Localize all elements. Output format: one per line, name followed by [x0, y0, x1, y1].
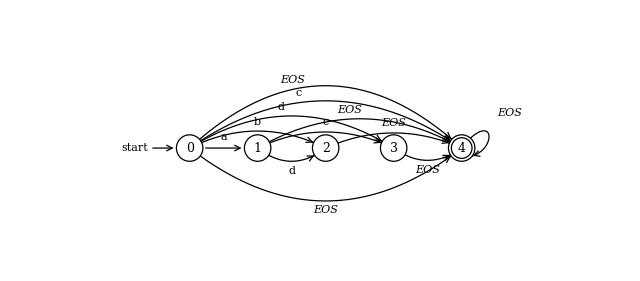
Text: start: start [122, 143, 148, 153]
Text: d: d [288, 166, 295, 176]
Circle shape [449, 135, 475, 161]
Text: 4: 4 [458, 142, 466, 155]
Text: EOS: EOS [415, 165, 440, 175]
Text: c: c [323, 117, 329, 128]
Circle shape [312, 135, 339, 161]
Text: a: a [220, 132, 227, 142]
Text: d: d [278, 102, 285, 112]
Text: 2: 2 [322, 142, 330, 155]
Text: 1: 1 [253, 142, 262, 155]
Circle shape [380, 135, 407, 161]
Text: EOS: EOS [280, 75, 305, 85]
Circle shape [451, 138, 472, 158]
Circle shape [177, 135, 203, 161]
Circle shape [244, 135, 271, 161]
Text: 3: 3 [390, 142, 397, 155]
Text: EOS: EOS [497, 108, 522, 118]
Text: 0: 0 [186, 142, 194, 155]
Text: EOS: EOS [337, 105, 362, 115]
Text: c: c [295, 88, 301, 98]
Text: EOS: EOS [381, 118, 406, 128]
Text: EOS: EOS [313, 205, 338, 216]
Text: b: b [254, 117, 261, 126]
